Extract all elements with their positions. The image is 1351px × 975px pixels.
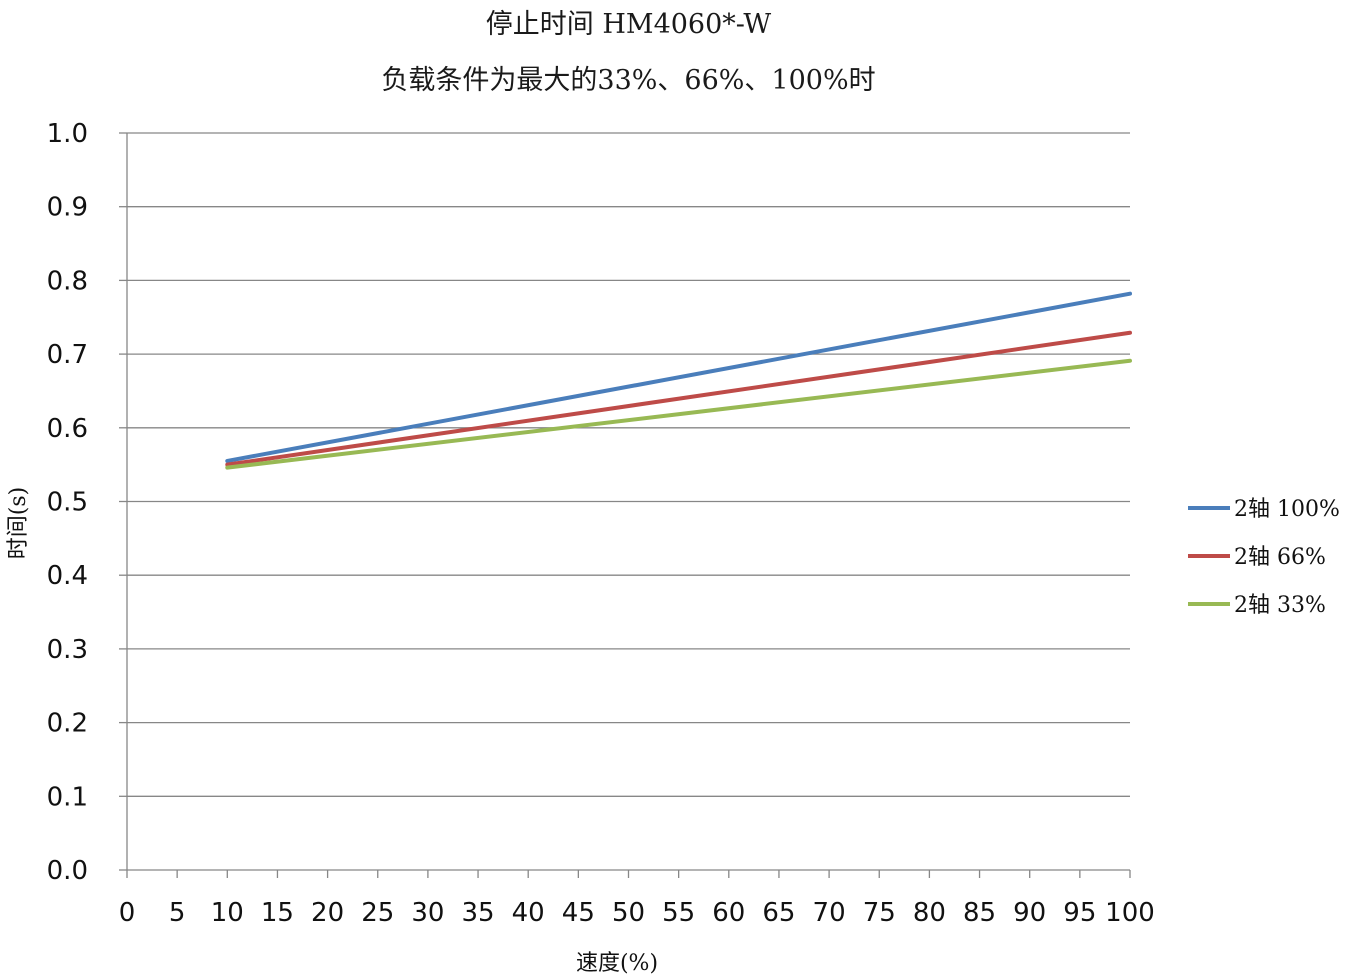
y-tick-label: 0.6 bbox=[47, 414, 88, 444]
y-tick-label: 0.1 bbox=[47, 782, 88, 812]
series-line bbox=[225, 358, 1132, 470]
x-tick-label: 70 bbox=[813, 898, 846, 928]
legend-label: 2轴 33% bbox=[1234, 593, 1326, 618]
x-tick-label: 65 bbox=[762, 898, 795, 928]
y-tick-label: 0.3 bbox=[47, 635, 88, 665]
x-tick-label: 5 bbox=[169, 898, 186, 928]
y-tick-label: 0.4 bbox=[47, 561, 88, 591]
legend-label: 2轴 100% bbox=[1234, 497, 1340, 522]
x-tick-label: 40 bbox=[512, 898, 545, 928]
chart-title: 停止时间 HM4060*-W bbox=[485, 9, 772, 40]
x-tick-label: 10 bbox=[211, 898, 244, 928]
x-tick-label: 45 bbox=[562, 898, 595, 928]
x-tick-label: 75 bbox=[863, 898, 896, 928]
x-tick-label: 0 bbox=[119, 898, 136, 928]
x-tick-label: 95 bbox=[1063, 898, 1096, 928]
legend: 2轴 100% 2轴 66% 2轴 33% bbox=[1188, 497, 1340, 618]
x-tick-label: 50 bbox=[612, 898, 645, 928]
x-tick-label: 80 bbox=[913, 898, 946, 928]
x-tick-label: 90 bbox=[1013, 898, 1046, 928]
x-tick-label: 60 bbox=[712, 898, 745, 928]
series-lines bbox=[225, 291, 1132, 470]
y-tick-label: 0.5 bbox=[47, 488, 88, 518]
x-tick-label: 55 bbox=[662, 898, 695, 928]
gridlines bbox=[127, 132, 1130, 797]
x-tick-label: 35 bbox=[462, 898, 495, 928]
y-tick-label: 0.7 bbox=[47, 340, 88, 370]
y-tick-label: 0.8 bbox=[47, 266, 88, 296]
y-tick-label: 0.9 bbox=[47, 193, 88, 223]
series-line bbox=[225, 291, 1132, 463]
legend-label: 2轴 66% bbox=[1234, 545, 1326, 570]
y-tick-label: 0.0 bbox=[47, 856, 88, 886]
y-tick-label: 0.2 bbox=[47, 709, 88, 739]
x-tick-label: 20 bbox=[311, 898, 344, 928]
series-line bbox=[225, 330, 1132, 467]
y-tick-label: 1.0 bbox=[47, 119, 88, 149]
x-tick-label: 85 bbox=[963, 898, 996, 928]
x-tick-label: 25 bbox=[361, 898, 394, 928]
y-axis-label: 时间(s) bbox=[6, 487, 31, 559]
y-axis-ticks: 0.0 0.1 0.2 0.3 0.4 0.5 0.6 0.7 0.8 0.9 1.0 bbox=[47, 119, 127, 886]
x-axis-label: 速度(%) bbox=[576, 951, 658, 975]
x-tick-label: 15 bbox=[261, 898, 294, 928]
x-axis-ticks: 0 5 10 15 20 25 30 35 40 45 50 55 60 65 70 75 80 85 90 95 10… bbox=[119, 870, 1155, 928]
x-tick-label: 100 bbox=[1105, 898, 1155, 928]
x-tick-label: 30 bbox=[411, 898, 444, 928]
chart-subtitle: 负载条件为最大的33%、66%、100%时 bbox=[381, 65, 876, 96]
